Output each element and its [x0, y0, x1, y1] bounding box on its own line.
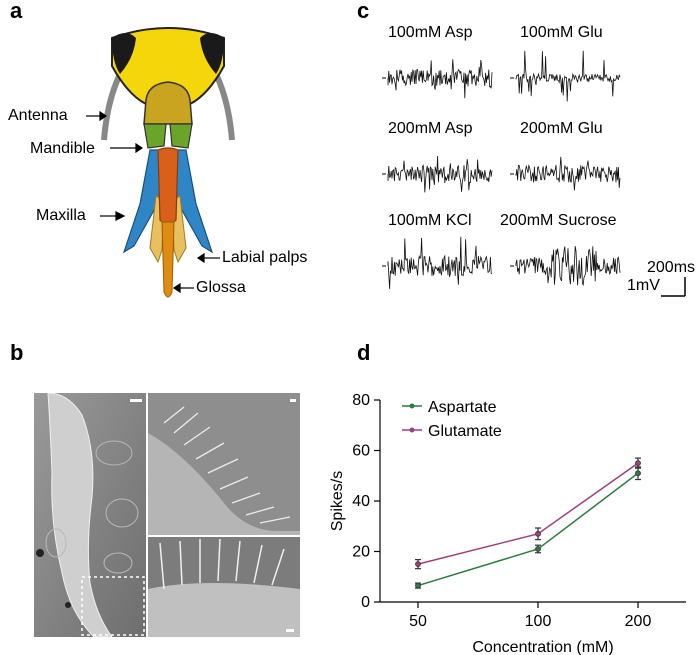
recording-traces — [382, 50, 621, 289]
glossa — [161, 221, 175, 298]
trace-label-200mm-asp: 200mM Asp — [388, 120, 473, 137]
sem-scalebar-upper — [290, 399, 296, 402]
x-tick-label: 100 — [525, 613, 552, 630]
legend-label-aspartate: Aspartate — [428, 399, 497, 416]
data-point-aspartate — [535, 546, 541, 552]
scalebar-time-label: 200ms — [647, 259, 696, 276]
panel-label-d: d — [357, 340, 371, 365]
panel-label-b: b — [10, 340, 24, 365]
trace-200mm-sucrose — [515, 246, 621, 287]
legend-label-glutamate: Glutamate — [428, 423, 502, 440]
trace-label-100mm-glu: 100mM Glu — [520, 24, 603, 41]
sem-main-structure — [47, 393, 113, 637]
y-axis-label: Spikes/s — [329, 471, 346, 531]
mandible-left — [143, 123, 167, 149]
y-tick-label: 20 — [352, 544, 370, 561]
sem-lower-structure — [148, 583, 300, 637]
trace-100mm-glu — [515, 50, 621, 102]
sem-upper-structure — [148, 433, 300, 535]
sem-scalebar-lower — [286, 629, 294, 632]
trace-label-100mm-kcl: 100mM KCl — [388, 212, 472, 229]
trace-label-100mm-asp: 100mM Asp — [388, 24, 473, 41]
data-point-glutamate — [535, 530, 541, 537]
label-glossa: Glossa — [196, 279, 246, 296]
trace-100mm-kcl — [387, 236, 493, 289]
head-capsule — [111, 27, 225, 105]
x-tick-label: 200 — [625, 613, 652, 630]
x-axis-label: Concentration (mM) — [472, 639, 613, 655]
clypeus — [143, 81, 193, 125]
trace-100mm-asp — [387, 59, 493, 99]
trace-200mm-glu — [515, 156, 621, 191]
scalebar-voltage-label: 1mV — [627, 277, 660, 294]
label-labial-palps: Labial palps — [222, 249, 308, 266]
data-point-aspartate — [635, 470, 641, 477]
x-tick-label: 50 — [409, 613, 427, 630]
series-line-aspartate — [417, 472, 639, 587]
trace-label-200mm-sucrose: 200mM Sucrose — [500, 212, 617, 229]
data-point-glutamate — [415, 561, 421, 568]
bee-head-illustration — [86, 27, 235, 298]
trace-200mm-asp — [387, 155, 493, 193]
y-tick-label: 80 — [352, 392, 370, 409]
scalebar — [661, 277, 686, 297]
trace-label-200mm-glu: 200mM Glu — [520, 120, 603, 137]
panel-label-a: a — [10, 0, 23, 23]
y-tick-label: 0 — [361, 594, 370, 611]
prementum — [157, 147, 179, 225]
right-eye — [200, 33, 224, 74]
y-tick-label: 40 — [352, 493, 370, 510]
label-maxilla: Maxilla — [36, 207, 86, 224]
legend-marker-glutamate — [409, 427, 415, 433]
panel-label-c: c — [357, 0, 370, 23]
y-tick-label: 60 — [352, 443, 370, 460]
series-line-glutamate — [417, 462, 639, 565]
sem-inset-box — [81, 576, 145, 636]
left-eye — [112, 33, 136, 74]
label-antenna: Antenna — [8, 107, 68, 124]
sem-micrographs — [34, 393, 300, 637]
legend-marker-aspartate — [409, 403, 415, 409]
data-point-aspartate — [415, 582, 421, 589]
mandible-right — [169, 123, 193, 149]
spike-rate-chart: 0 20 40 60 80 50 100 200 Spikes/s Concentration (… — [329, 392, 686, 655]
sem-scalebar-main — [130, 399, 142, 402]
data-point-glutamate — [635, 460, 641, 467]
label-mandible: Mandible — [30, 140, 95, 157]
